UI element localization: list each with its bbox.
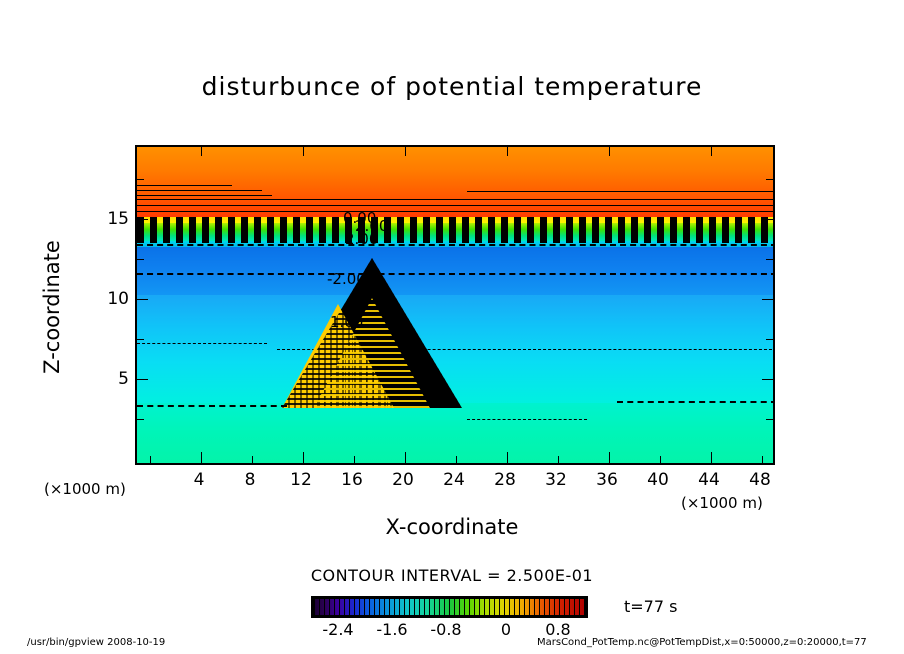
axis-tick <box>456 456 457 463</box>
temperature-field: 0.00 2.00 2.00 -2.00 1.00 <box>137 147 773 463</box>
axis-tick <box>766 339 773 340</box>
axis-tick <box>137 299 148 300</box>
axis-tick <box>507 452 508 463</box>
axis-tick <box>137 419 144 420</box>
y-axis-title: Z-coordinate <box>40 240 64 374</box>
y-tick-label: 5 <box>118 369 129 389</box>
x-tick-label: 24 <box>443 470 465 490</box>
axis-tick <box>660 456 661 463</box>
x-tick-label: 36 <box>596 470 618 490</box>
axis-tick <box>711 452 712 463</box>
x-tick-label: 44 <box>698 470 720 490</box>
axis-tick <box>201 452 202 463</box>
axis-tick <box>405 452 406 463</box>
colorbar-tick-label: 0 <box>500 620 512 639</box>
axis-tick <box>354 456 355 463</box>
axis-tick <box>150 456 151 463</box>
contour-line-dashed <box>137 405 287 407</box>
x-axis-unit-left: (×1000 m) <box>44 480 126 498</box>
colorbar-level-separators <box>314 599 585 615</box>
axis-tick <box>201 147 202 156</box>
contour-interval-caption: CONTOUR INTERVAL = 2.500E-01 <box>310 566 594 585</box>
axis-tick <box>303 147 304 156</box>
axis-tick <box>762 219 773 220</box>
contour-label: 0.00 <box>343 209 377 227</box>
x-tick-label: 8 <box>244 470 256 490</box>
x-tick-label: 28 <box>494 470 516 490</box>
x-tick-label: 12 <box>290 470 312 490</box>
axis-tick <box>766 259 773 260</box>
contour-line-solid <box>137 185 232 186</box>
contour-line-dashed <box>617 401 773 403</box>
axis-tick <box>137 379 148 380</box>
time-label: t=77 s <box>624 597 678 616</box>
contour-line-dashed <box>277 349 773 350</box>
contour-line-solid <box>137 190 262 191</box>
axis-tick <box>762 299 773 300</box>
axis-tick <box>252 456 253 463</box>
axis-tick <box>137 259 144 260</box>
colorbar-tick-label: -1.6 <box>376 620 408 639</box>
contour-line-solid <box>137 211 773 212</box>
x-tick-label: 48 <box>749 470 771 490</box>
contour-line-dashed <box>467 419 587 420</box>
hatched-shear-layer <box>137 217 773 243</box>
axis-tick <box>507 147 508 156</box>
x-tick-label: 16 <box>341 470 363 490</box>
axis-tick <box>762 456 763 463</box>
page-title: disturbunce of potential temperature <box>201 72 703 101</box>
axis-tick <box>405 147 406 156</box>
colorbar-tick-label: 0.8 <box>545 620 571 639</box>
x-axis-unit-right: (×1000 m) <box>681 494 763 512</box>
colorbar <box>311 596 588 618</box>
footer-dataset: MarsCond_PotTemp.nc@PotTempDist,x=0:5000… <box>537 637 867 648</box>
contour-label: -2.00 <box>327 270 366 288</box>
x-tick-label: 40 <box>647 470 669 490</box>
axis-tick <box>762 379 773 380</box>
x-tick-label: 4 <box>193 470 205 490</box>
axis-tick <box>137 219 148 220</box>
contour-line-solid <box>137 195 272 196</box>
axis-tick <box>137 179 144 180</box>
x-axis-title: X-coordinate <box>385 515 519 539</box>
contour-plot-area: 0.00 2.00 2.00 -2.00 1.00 <box>135 145 775 465</box>
axis-tick <box>609 147 610 156</box>
contour-label: 2.00 <box>345 230 379 248</box>
contour-line-dashed <box>137 343 267 344</box>
layer-teal <box>137 403 773 463</box>
contour-line-solid <box>137 205 773 206</box>
contour-label: 2.00 <box>355 217 389 235</box>
x-tick-label: 20 <box>392 470 414 490</box>
axis-tick <box>766 419 773 420</box>
axis-tick <box>711 147 712 156</box>
axis-tick <box>609 452 610 463</box>
contour-line-solid <box>467 191 773 192</box>
colorbar-tick-label: -0.8 <box>430 620 462 639</box>
contour-line-dashed <box>137 244 773 246</box>
axis-tick <box>137 339 144 340</box>
axis-tick <box>558 456 559 463</box>
y-tick-label: 10 <box>107 289 129 309</box>
contour-line-solid <box>137 199 773 200</box>
y-tick-label: 15 <box>107 209 129 229</box>
layer-orange <box>137 147 773 217</box>
x-tick-label: 32 <box>545 470 567 490</box>
contour-label: 1.00 <box>330 313 364 331</box>
colorbar-tick-label: -2.4 <box>322 620 354 639</box>
axis-tick <box>303 452 304 463</box>
footer-command: /usr/bin/gpview 2008-10-19 <box>27 637 166 648</box>
axis-tick <box>766 179 773 180</box>
